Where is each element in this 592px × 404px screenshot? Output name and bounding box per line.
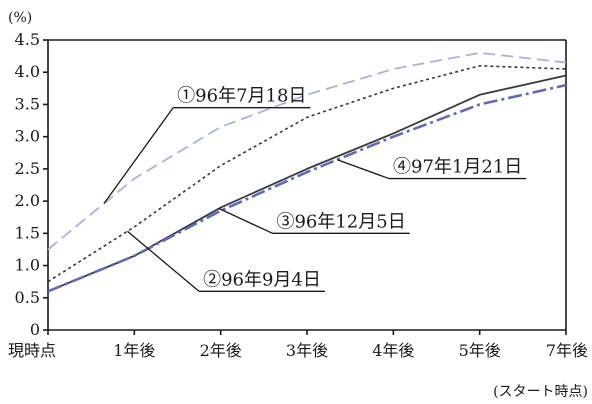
annotation-leader [218, 207, 273, 234]
series-line-1 [47, 51, 567, 251]
axes: 0 0.5 1.0 1.5 2.0 2.5 3.0 3.5 4.0 4.5 現時点 1年後 2年後 3年後… [8, 30, 588, 360]
annotation-leader [127, 230, 200, 292]
y-tick-label: 4.0 [15, 62, 40, 81]
series-group [47, 51, 567, 293]
x-tick-label: 4年後 [372, 341, 414, 360]
y-tick-label: 1.5 [15, 223, 40, 242]
series-line-4 [47, 83, 567, 293]
x-tick-label: 5年後 [459, 341, 501, 360]
x-tick-label: 7年後 [546, 341, 588, 360]
annotation-leader [103, 107, 174, 204]
y-tick-label: 2.5 [15, 159, 40, 178]
x-tick-label: 2年後 [200, 341, 242, 360]
x-note-label: (スタート時点) [493, 384, 588, 400]
y-tick-label: 1.0 [15, 256, 40, 275]
y-unit-label: (%) [8, 10, 32, 26]
y-tick-label: 0.5 [15, 288, 40, 307]
y-tick-label: 3.5 [15, 94, 40, 113]
annotation-label-1: ①96年7月18日 [177, 86, 306, 107]
x-tick-label: 現時点 [8, 341, 56, 360]
x-tick-label: 1年後 [113, 341, 155, 360]
y-tick-label: 4.5 [15, 30, 40, 49]
annotation-leader [336, 159, 390, 180]
y-tick-label: 0 [30, 320, 40, 339]
annotation-label-3: ③96年12月5日 [276, 211, 405, 232]
y-tick-label: 2.0 [15, 191, 40, 210]
series-line-2 [47, 64, 567, 283]
annotations: ①96年7月18日 ②96年9月4日 ③96年12月5日 ④97年1月21日 [103, 86, 527, 292]
annotation-label-2: ②96年9月4日 [203, 269, 321, 290]
y-tick-label: 3.0 [15, 127, 40, 146]
x-tick-label: 3年後 [286, 341, 328, 360]
annotation-label-4: ④97年1月21日 [393, 157, 522, 178]
